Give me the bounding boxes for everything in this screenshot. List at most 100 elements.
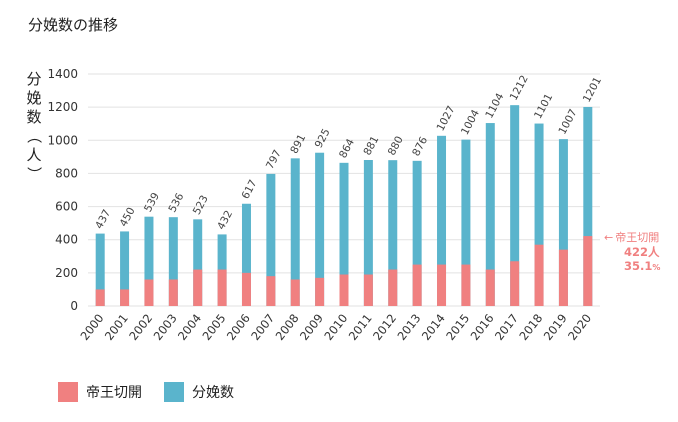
y-tick-label: 200	[55, 266, 78, 280]
y-tick-label: 0	[70, 299, 78, 313]
bar-deliveries-2010	[339, 162, 349, 306]
x-tick-label-2001: 2001	[102, 311, 131, 343]
data-label-2017: 1212	[508, 73, 531, 102]
bar-cesarean-2011	[363, 274, 373, 306]
legend-label-deliveries: 分娩数	[192, 385, 234, 401]
y-axis-ticks: 0 200 400 600 800 1000 1200 1400	[47, 67, 78, 313]
data-label-2020: 1201	[581, 75, 604, 104]
legend: 帝王切開 分娩数	[58, 382, 256, 402]
cesarean-annotation: ← 帝王切開 422人 35.1%	[604, 230, 660, 273]
bar-cesarean-2018	[534, 244, 544, 306]
bar-deliveries-2011	[363, 160, 373, 306]
x-tick-label-2000: 2000	[77, 311, 106, 343]
y-axis-label-char: 数	[26, 108, 41, 126]
data-label-2019: 1007	[556, 107, 579, 136]
x-tick-label-2006: 2006	[224, 311, 253, 343]
y-tick-label: 400	[55, 233, 78, 247]
bar-deliveries-2006	[241, 203, 251, 306]
y-axis-label-char: 分	[26, 70, 41, 88]
bar-deliveries-2017	[510, 105, 520, 306]
annotation-label: ← 帝王切開	[604, 230, 659, 244]
bar-cesarean-2003	[168, 279, 178, 306]
bar-cesarean-2016	[485, 269, 495, 306]
data-label-2004: 523	[191, 193, 211, 216]
x-tick-label-2010: 2010	[321, 311, 350, 343]
bar-cesarean-2015	[461, 264, 471, 306]
bar-cesarean-2002	[144, 279, 154, 306]
bar-cesarean-2005	[217, 269, 227, 306]
bar-cesarean-2007	[266, 276, 276, 306]
x-tick-label-2009: 2009	[297, 311, 326, 343]
y-axis-label-char: 人	[26, 146, 41, 164]
bar-deliveries-2018	[534, 123, 544, 306]
data-label-2001: 450	[118, 206, 138, 229]
y-axis-label-char: 娩	[26, 89, 41, 107]
bar-cesarean-2013	[412, 264, 422, 306]
data-label-2011: 881	[361, 134, 381, 157]
y-tick-label: 800	[55, 166, 78, 180]
annotation-percent: 35.1%	[624, 259, 660, 273]
annotation-count: 422人	[624, 245, 660, 259]
y-tick-label: 1000	[47, 133, 78, 147]
bar-deliveries-2012	[388, 160, 398, 306]
x-tick-label-2007: 2007	[248, 311, 277, 343]
x-tick-label-2018: 2018	[516, 311, 545, 343]
x-tick-label-2008: 2008	[273, 311, 302, 343]
data-label-2000: 437	[93, 208, 113, 231]
data-label-2012: 880	[386, 134, 406, 157]
data-label-2005: 432	[215, 208, 235, 231]
legend-swatch-deliveries	[164, 382, 184, 402]
legend-swatch-cesarean	[58, 382, 78, 402]
x-tick-label-2004: 2004	[175, 311, 204, 343]
bar-deliveries-2007	[266, 173, 276, 306]
x-tick-label-2002: 2002	[126, 311, 155, 343]
x-tick-label-2012: 2012	[370, 311, 399, 343]
bars	[95, 105, 593, 307]
data-label-2002: 539	[142, 191, 162, 214]
annotation-arrow: ←	[604, 231, 613, 244]
bar-cesarean-2001	[120, 289, 130, 306]
bar-deliveries-2016	[485, 123, 495, 307]
legend-item-deliveries: 分娩数	[164, 382, 234, 402]
annotation-label-text: 帝王切開	[615, 230, 659, 244]
annotation-percent-value: 35.1	[624, 259, 652, 273]
x-tick-label-2016: 2016	[468, 311, 497, 343]
bar-deliveries-2003	[168, 217, 178, 306]
y-tick-label: 600	[55, 200, 78, 214]
x-tick-label-2019: 2019	[541, 311, 570, 343]
bar-cesarean-2014	[437, 264, 447, 306]
bar-cesarean-2009	[315, 277, 325, 306]
data-label-2014: 1027	[435, 104, 458, 133]
legend-label-cesarean: 帝王切開	[86, 385, 142, 401]
x-tick-label-2003: 2003	[151, 311, 180, 343]
bar-cesarean-2019	[558, 249, 568, 306]
bar-cesarean-2020	[583, 236, 593, 306]
legend-item-cesarean: 帝王切開	[58, 382, 142, 402]
bar-deliveries-2009	[315, 152, 325, 306]
bar-deliveries-2001	[120, 231, 130, 306]
x-tick-label-2014: 2014	[419, 311, 448, 343]
bar-deliveries-2008	[290, 158, 300, 306]
bar-cesarean-2000	[95, 289, 105, 306]
data-label-2008: 891	[288, 132, 308, 155]
data-label-2018: 1101	[532, 92, 555, 121]
data-label-2007: 797	[264, 148, 284, 171]
y-tick-label: 1200	[47, 100, 78, 114]
x-tick-label-2017: 2017	[492, 311, 521, 343]
x-tick-label-2011: 2011	[346, 311, 375, 343]
x-tick-label-2005: 2005	[199, 311, 228, 343]
bar-deliveries-2014	[437, 135, 447, 306]
data-label-2015: 1004	[459, 108, 482, 138]
data-label-2003: 536	[166, 191, 186, 215]
x-tick-label-2013: 2013	[394, 311, 423, 343]
bar-cesarean-2012	[388, 269, 398, 306]
y-axis-label-char: ）	[25, 166, 43, 181]
bar-cesarean-2004	[193, 269, 203, 306]
data-label-2009: 925	[313, 127, 333, 150]
bar-deliveries-2013	[412, 160, 422, 306]
y-axis-label-char: （	[25, 128, 43, 143]
page-title: 分娩数の推移	[28, 16, 119, 34]
y-axis-label: 分娩数 （ 人 ）	[25, 70, 43, 182]
